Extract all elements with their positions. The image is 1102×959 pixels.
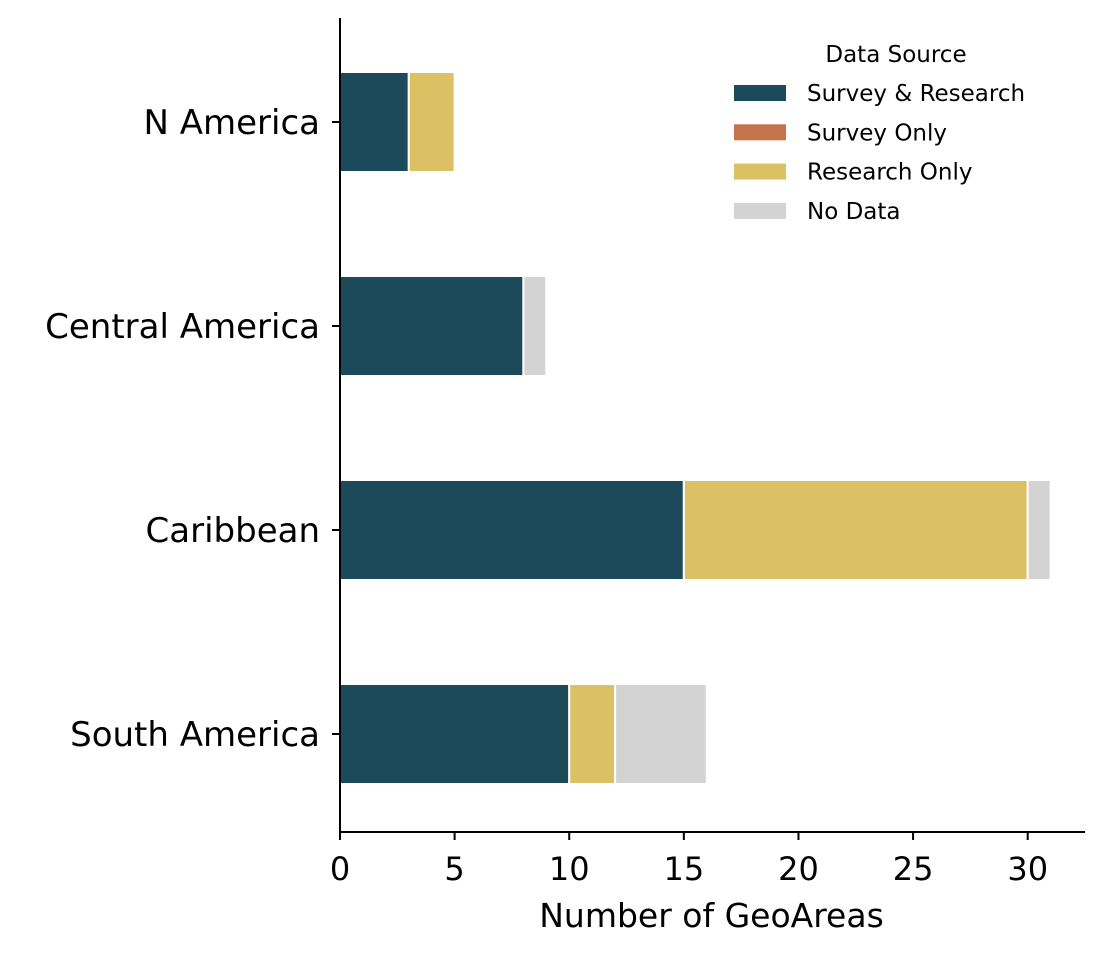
- y-tick-label-n-america: N America: [144, 103, 321, 143]
- bar-caribbean-survey-research: [339, 479, 685, 581]
- legend-label-survey-research: Survey & Research: [807, 81, 1025, 107]
- legend: Data Source Survey & Research Survey Only R…: [734, 42, 1025, 225]
- legend-label-no-data: No Data: [807, 199, 901, 225]
- legend-label-survey-only: Survey Only: [807, 120, 947, 146]
- y-tick-label-central-america: Central America: [45, 307, 320, 347]
- x-tick-label: 20: [778, 850, 819, 888]
- bar-south-america-no-data: [614, 683, 708, 785]
- legend-swatch-survey-research: [734, 85, 786, 101]
- x-tick-label: 30: [1007, 850, 1048, 888]
- legend-swatch-research-only: [734, 163, 786, 180]
- bar-south-america-survey-research: [339, 683, 571, 785]
- x-tick-label: 5: [444, 850, 464, 888]
- x-tick-label: 10: [549, 850, 590, 888]
- axes-layer: 0 5 10 15 20 25 30 Number of GeoAreas N America C…: [45, 18, 1085, 935]
- bar-n-america-survey-research: [339, 71, 410, 173]
- bar-central-america-survey-research: [339, 275, 525, 377]
- y-tick-label-south-america: South America: [70, 715, 320, 755]
- bar-central-america-no-data: [522, 275, 548, 377]
- bar-caribbean-no-data: [1026, 479, 1052, 581]
- x-tick-label: 25: [893, 850, 934, 888]
- x-tick-label: 0: [330, 850, 350, 888]
- legend-label-research-only: Research Only: [807, 160, 973, 186]
- legend-title: Data Source: [825, 42, 966, 68]
- legend-swatch-survey-only: [734, 124, 786, 141]
- bar-n-america-research-only: [407, 71, 456, 173]
- x-tick-label: 15: [663, 850, 704, 888]
- bar-south-america-research-only: [568, 683, 617, 785]
- legend-swatch-no-data: [734, 202, 786, 219]
- y-tick-label-caribbean: Caribbean: [146, 511, 320, 551]
- bar-caribbean-research-only: [682, 479, 1029, 581]
- bars-layer: [339, 71, 1052, 785]
- x-axis-title: Number of GeoAreas: [539, 896, 884, 935]
